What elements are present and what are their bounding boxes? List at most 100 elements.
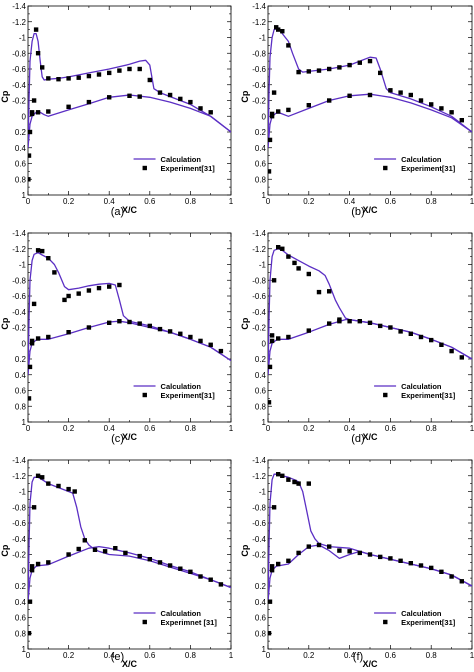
experiment-marker xyxy=(271,90,277,95)
experiment-marker xyxy=(347,93,352,98)
legend-marker-swatch xyxy=(383,165,388,171)
experiment-marker xyxy=(46,76,51,81)
y-tick-label: -1.4 xyxy=(12,2,26,11)
x-tick-label: 0 xyxy=(26,424,31,433)
y-tick-label: -1.2 xyxy=(12,18,26,27)
experiment-marker xyxy=(296,481,301,486)
experiment-marker xyxy=(178,96,183,102)
experiment-marker xyxy=(276,472,281,477)
experiment-marker xyxy=(439,342,444,347)
legend-label-experiment: Experiment[31] xyxy=(401,391,456,400)
experiment-marker xyxy=(52,270,57,275)
x-tick-label: 0.8 xyxy=(185,424,197,433)
y-tick-label: 0.8 xyxy=(255,402,267,411)
experiment-marker xyxy=(147,77,152,83)
experiment-marker xyxy=(107,284,112,289)
experiment-marker xyxy=(28,599,33,604)
experiment-marker xyxy=(198,338,203,344)
experiment-marker xyxy=(367,320,373,325)
legend-label-calculation: Calculation xyxy=(401,382,442,391)
experiment-marker xyxy=(35,473,41,478)
experiment-marker xyxy=(347,62,352,68)
experiment-marker xyxy=(29,338,35,344)
experiment-marker xyxy=(46,256,51,261)
experiment-marker xyxy=(408,331,413,336)
experiment-marker xyxy=(292,260,297,266)
experiment-marker xyxy=(35,51,41,56)
x-tick-label: 0.6 xyxy=(385,424,397,433)
y-tick-label: -0.2 xyxy=(12,97,26,106)
experiment-marker xyxy=(137,321,142,326)
experiment-marker xyxy=(107,70,112,76)
y-tick-label: -0.4 xyxy=(252,535,266,544)
experiment-marker xyxy=(28,129,33,135)
y-tick-label: 0.2 xyxy=(15,582,27,591)
y-tick-label: -1 xyxy=(259,34,267,43)
experiment-marker xyxy=(269,338,275,344)
experiment-marker xyxy=(76,546,81,552)
experiment-marker xyxy=(306,544,311,549)
y-tick-label: -1.2 xyxy=(12,245,26,254)
experiment-marker xyxy=(276,245,281,250)
experiment-marker xyxy=(86,288,92,293)
experiment-marker xyxy=(276,561,281,567)
experiment-marker xyxy=(62,297,67,303)
experiment-marker xyxy=(29,341,35,346)
calculation-line xyxy=(28,32,231,148)
y-tick-label: 1 xyxy=(22,645,27,654)
y-tick-label: -1.4 xyxy=(12,456,26,465)
y-tick-label: 0.4 xyxy=(255,144,267,153)
experiment-marker xyxy=(28,364,33,370)
x-tick-label: 0.6 xyxy=(385,197,397,206)
experiment-marker xyxy=(388,556,393,561)
experiment-marker xyxy=(418,334,424,340)
x-tick-label: 0.4 xyxy=(104,424,116,433)
chart-panel-c: -1.4 -1.2 -1 -0.8 -0.6 -0.4 -0.2 0 0.2 0.4 0.6 0.8 1… xyxy=(0,229,234,445)
x-axis-label: X/C xyxy=(122,205,138,215)
x-tick-label: 0.4 xyxy=(104,197,116,206)
experiment-marker xyxy=(286,334,291,340)
experiment-marker xyxy=(388,325,393,330)
y-tick-label: -0.4 xyxy=(252,81,266,90)
experiment-marker xyxy=(33,27,39,32)
experiment-marker xyxy=(337,319,342,324)
y-tick-label: -1 xyxy=(19,261,27,270)
experiment-marker xyxy=(117,282,122,288)
experiment-marker xyxy=(35,336,41,341)
experiment-marker xyxy=(268,364,273,370)
experiment-marker xyxy=(276,336,281,341)
y-tick-label: 0.2 xyxy=(15,128,27,137)
experiment-marker xyxy=(274,25,279,30)
x-tick-label: 1 xyxy=(470,424,474,433)
y-tick-label: -1.4 xyxy=(12,229,26,238)
calculation-line xyxy=(268,318,472,375)
experiment-marker xyxy=(269,114,275,119)
y-tick-label: 0.4 xyxy=(15,598,27,607)
legend-label-calculation: Calculation xyxy=(161,609,202,618)
experiment-marker xyxy=(306,271,311,277)
x-tick-label: 0.6 xyxy=(144,197,156,206)
experiment-marker xyxy=(66,76,71,81)
experiment-marker xyxy=(107,95,112,100)
experiment-marker xyxy=(459,579,464,584)
x-tick-label: 0 xyxy=(266,197,271,206)
y-tick-label: -0.8 xyxy=(252,276,266,285)
experiment-marker xyxy=(327,289,332,294)
experiment-marker xyxy=(398,90,403,95)
y-tick-label: 0.2 xyxy=(255,355,267,364)
experiment-marker xyxy=(269,333,275,338)
experiment-marker xyxy=(76,75,81,80)
legend-label-calculation: Calculation xyxy=(161,382,202,391)
experiment-marker xyxy=(123,550,128,556)
experiment-marker xyxy=(137,94,142,99)
experiment-marker xyxy=(31,301,37,307)
experiment-marker xyxy=(429,102,434,107)
experiment-marker xyxy=(280,29,285,34)
panel-caption: (e) xyxy=(111,651,124,663)
experiment-marker xyxy=(218,582,224,587)
y-tick-label: 0.2 xyxy=(255,582,267,591)
experiment-marker xyxy=(167,92,173,98)
x-axis-label: X/C xyxy=(122,659,138,667)
y-tick-label: -1 xyxy=(259,488,267,497)
